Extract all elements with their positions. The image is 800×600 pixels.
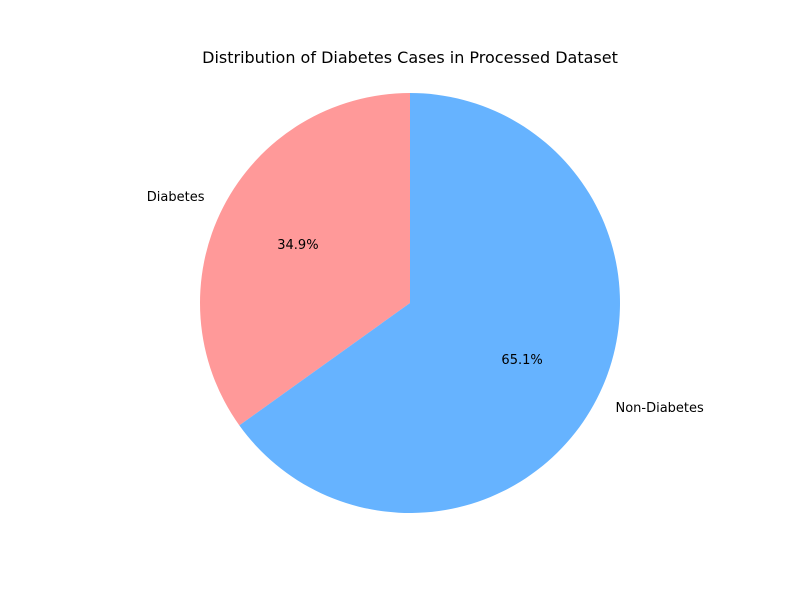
pie-percent-label-diabetes: 34.9%: [277, 238, 318, 253]
pie-category-label-diabetes: Diabetes: [147, 190, 205, 205]
pie-slice-diabetes: [199, 93, 410, 426]
pie-slice-non-diabetes: [239, 92, 620, 513]
pie-category-label-non-diabetes: Non-Diabetes: [615, 401, 704, 416]
chart-title: Distribution of Diabetes Cases in Proces…: [202, 48, 618, 67]
pie-percent-label-non-diabetes: 65.1%: [501, 353, 542, 368]
pie-slices: [199, 92, 620, 513]
pie-labels: 34.9% Diabetes 65.1% Non-Diabetes: [147, 190, 704, 416]
